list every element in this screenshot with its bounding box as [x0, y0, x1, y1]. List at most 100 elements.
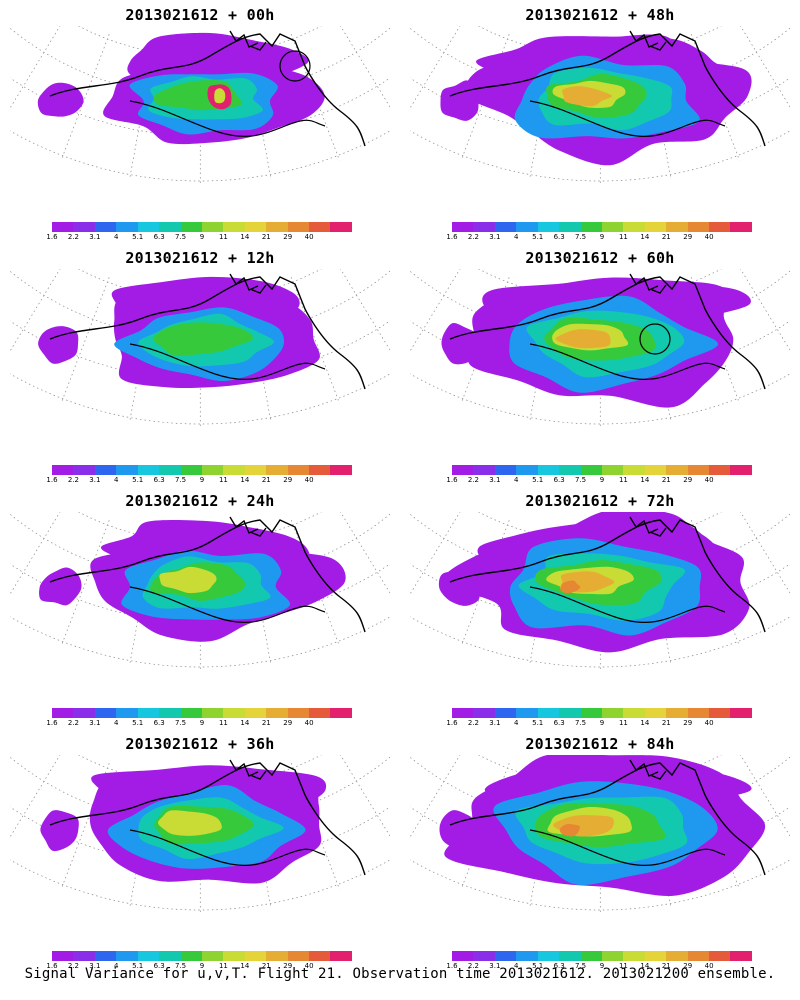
latitude-line	[10, 513, 390, 583]
colorbar-tick-label: 7.5	[174, 476, 187, 484]
variance-region	[214, 88, 226, 104]
coastline	[49, 519, 366, 633]
longitude-line	[410, 755, 430, 816]
colorbar-swatch	[730, 708, 752, 718]
coastline	[129, 829, 326, 866]
colorbar-tick-label: 6.3	[153, 233, 165, 241]
longitude-line	[410, 512, 430, 573]
colorbar	[452, 951, 752, 961]
colorbar-swatch	[559, 465, 581, 475]
longitude-line	[770, 26, 790, 86]
colorbar-tick-label: 40	[704, 962, 714, 970]
colorbar-swatch	[159, 951, 181, 961]
longitude-line	[10, 512, 30, 573]
colorbar-swatch	[287, 951, 310, 961]
colorbar-tick-label: 1.6	[446, 233, 458, 241]
variance-region	[559, 824, 580, 837]
colorbar-tick-label: 14	[640, 962, 650, 970]
colorbar-swatch	[266, 465, 288, 475]
colorbar-tick-label: 7.5	[574, 719, 587, 727]
colorbar-tick-label: 40	[704, 233, 714, 241]
colorbar-tick-label: 1.6	[446, 719, 458, 727]
longitude-line	[410, 269, 430, 330]
variance-region	[438, 567, 480, 606]
variance-region	[159, 566, 217, 594]
map-panel-24h: 2013021612 + 24h 1.6 2.2 3.1 4 5.1 6.3 7.5 9 11 1…	[10, 486, 390, 727]
longitude-line	[10, 269, 30, 330]
signal-variance-map	[410, 269, 790, 430]
colorbar	[452, 465, 752, 475]
colorbar-tick-label: 5.1	[532, 719, 544, 727]
colorbar-swatch	[559, 708, 581, 718]
colorbar-swatch	[116, 951, 138, 961]
colorbar-tick-label: 4	[114, 962, 119, 970]
colorbar-tick-label: 5.1	[132, 476, 144, 484]
colorbar-swatch	[580, 708, 602, 718]
colorbar-swatch	[666, 222, 688, 232]
colorbar-swatch	[52, 222, 74, 232]
colorbar	[52, 708, 352, 718]
colorbar-swatch	[94, 708, 117, 718]
colorbar-tick-label: 5.1	[532, 962, 544, 970]
colorbar-swatch	[623, 708, 645, 718]
figure-caption: Signal Variance for u,v,T. Flight 21. Ob…	[24, 966, 776, 982]
colorbar-swatch	[452, 465, 474, 475]
colorbar-tick-label: 1.6	[46, 719, 58, 727]
coastline	[529, 586, 726, 623]
colorbar-tick-label: 6.3	[153, 476, 165, 484]
longitude-line	[370, 269, 390, 329]
colorbar	[52, 465, 352, 475]
colorbar-tick-label: 7.5	[574, 233, 587, 241]
signal-variance-map	[410, 512, 790, 673]
colorbar-swatch	[266, 951, 288, 961]
colorbar-swatch	[516, 951, 538, 961]
longitude-line	[290, 276, 340, 404]
colorbar-tick-label: 21	[661, 476, 671, 484]
colorbar-tick-label: 21	[661, 962, 671, 970]
colorbar-swatch	[452, 951, 474, 961]
colorbar-tick-label: 14	[640, 476, 650, 484]
colorbar-swatch	[730, 222, 752, 232]
map-panel-72h: 2013021612 + 72h 1.6 2.2 3.1 4 5.1 6.3 7.5 9 11 1…	[410, 486, 790, 727]
variance-region	[439, 810, 484, 849]
colorbar-tick-label: 29	[683, 233, 693, 241]
colorbar-swatch	[180, 708, 202, 718]
colorbar-swatch	[266, 222, 288, 232]
colorbar-swatch	[644, 951, 667, 961]
colorbar-tick-label: 7.5	[174, 962, 187, 970]
colorbar-swatch	[287, 708, 310, 718]
colorbar-tick-label: 21	[261, 962, 271, 970]
colorbar-tick-label: 9	[199, 476, 205, 484]
flight-track-circle	[279, 50, 311, 82]
colorbar-tick-label: 9	[599, 233, 605, 241]
colorbar-tick-label: 3.1	[489, 233, 501, 241]
colorbar-tick-label: 2.2	[467, 719, 479, 727]
latitude-line	[410, 27, 790, 97]
colorbar-tick-label: 9	[199, 233, 205, 241]
colorbar-tick-label: 2.2	[467, 962, 479, 970]
coastline	[129, 586, 326, 623]
colorbar-tick-label: 1.6	[46, 233, 58, 241]
colorbar-swatch	[709, 951, 731, 961]
coastline	[629, 273, 667, 294]
colorbar-swatch	[201, 465, 224, 475]
coastline	[629, 516, 667, 537]
colorbar-tick-label: 3.1	[489, 962, 501, 970]
colorbar-swatch	[52, 951, 74, 961]
colorbar-swatch	[601, 951, 624, 961]
colorbar-swatch	[223, 222, 245, 232]
colorbar-tick-label: 2.2	[467, 476, 479, 484]
colorbar-tick-label: 3.1	[489, 476, 501, 484]
colorbar-tick-label: 6.3	[553, 719, 565, 727]
colorbar-tick-label: 9	[599, 476, 605, 484]
colorbar-swatch	[244, 465, 267, 475]
longitude-line	[770, 512, 790, 572]
longitude-line	[410, 26, 430, 87]
colorbar	[52, 222, 352, 232]
colorbar-tick-label: 2.2	[467, 233, 479, 241]
colorbar-swatch	[73, 951, 95, 961]
variance-region	[157, 810, 222, 836]
colorbar-labels: 1.6 2.2 3.1 4 5.1 6.3 7.5 9 11 14 21 29 40	[446, 476, 752, 486]
colorbar-tick-label: 40	[704, 719, 714, 727]
colorbar-tick-label: 29	[683, 719, 693, 727]
